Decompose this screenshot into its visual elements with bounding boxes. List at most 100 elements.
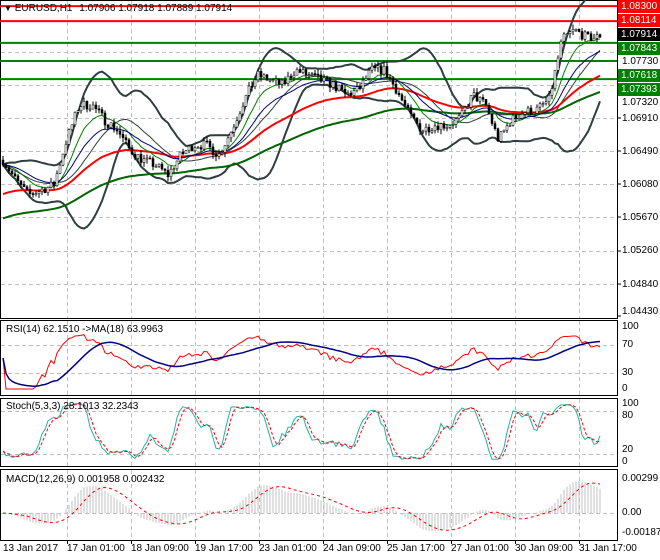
stoch-axis-0: 0: [622, 456, 628, 467]
macd-axis-zero: 0.00: [622, 507, 642, 518]
candle: [163, 168, 167, 171]
candle: [208, 140, 212, 148]
candle: [160, 163, 164, 170]
stoch-axis-100: 100: [622, 398, 639, 409]
candle: [238, 113, 242, 121]
candle: [520, 114, 524, 119]
candle: [415, 117, 419, 124]
candle: [13, 173, 17, 177]
candle: [580, 31, 584, 40]
rsi-axis-0: 0: [622, 383, 628, 394]
candle: [97, 108, 101, 111]
candle: [100, 109, 104, 114]
price-axis-label: 1.07320: [622, 97, 659, 108]
price-axis-label: 1.06490: [622, 146, 659, 157]
candle: [568, 31, 572, 34]
candle: [421, 130, 425, 133]
candle: [478, 97, 482, 102]
candle: [268, 79, 272, 82]
pane-frame: [0, 398, 618, 467]
macd-axis-top: 0.00299: [622, 473, 659, 484]
candle: [352, 90, 356, 96]
candle: [319, 74, 323, 82]
price-axis-label: 1.06910: [622, 113, 659, 124]
candle: [67, 129, 71, 145]
candle: [103, 112, 107, 126]
ma-fast-line: [2, 38, 601, 189]
pane-frame: [0, 0, 618, 319]
candle: [52, 181, 56, 187]
candle: [583, 31, 587, 40]
candle: [475, 92, 479, 102]
candle: [325, 77, 329, 79]
candle: [463, 107, 467, 111]
ma-long-line: [2, 91, 601, 220]
candle: [265, 74, 269, 81]
candle: [559, 40, 563, 59]
candle: [250, 85, 254, 88]
candle: [88, 108, 92, 111]
candle: [241, 106, 245, 115]
candle: [229, 132, 233, 139]
candle: [298, 69, 302, 73]
time-axis-label: 30 Jan 09:00: [515, 543, 573, 554]
pane-frame: [0, 469, 618, 541]
stoch-signal-line: [2, 403, 601, 460]
time-axis-label: 23 Jan 01:00: [259, 543, 317, 554]
time-axis-label: 27 Jan 01:00: [451, 543, 509, 554]
candle: [274, 78, 278, 81]
candle: [574, 28, 578, 31]
price-axis-label: 1.06080: [622, 179, 659, 190]
candle: [331, 81, 335, 88]
stoch-main-line: [2, 403, 601, 460]
candle: [292, 74, 296, 78]
candle: [577, 28, 581, 32]
candle: [547, 95, 551, 102]
ohlc-label: 1.07906 1.07918 1.07889 1.07914: [79, 3, 233, 14]
candle: [4, 164, 8, 168]
candle: [55, 173, 59, 187]
candle: [187, 145, 191, 151]
candle: [121, 134, 125, 138]
candle: [556, 57, 560, 71]
candle: [439, 123, 443, 130]
candle: [175, 160, 179, 169]
candle: [178, 151, 182, 162]
candle: [454, 118, 458, 125]
candle: [301, 69, 305, 73]
candle: [118, 130, 122, 135]
candle: [82, 101, 86, 107]
candle: [337, 84, 341, 92]
rsi-label: RSI(14) 62.1510 ->MA(18) 63.9963: [6, 324, 164, 335]
candle: [343, 88, 347, 94]
candle: [271, 79, 275, 81]
candle: [31, 193, 35, 195]
triangle-down-icon[interactable]: ▼: [4, 4, 12, 13]
candle: [112, 122, 116, 131]
candle: [217, 153, 221, 157]
candle: [124, 137, 128, 141]
price-axis-label: 1.07730: [622, 56, 659, 67]
candle: [220, 152, 224, 155]
time-axis-label: 17 Jan 01:00: [67, 543, 125, 554]
candle: [244, 95, 248, 107]
candle: [472, 92, 476, 96]
candle: [202, 140, 206, 150]
candle: [589, 33, 593, 41]
candle: [499, 131, 503, 142]
candle: [313, 73, 317, 75]
price-axis-label: 1.04430: [622, 306, 659, 317]
candle: [28, 188, 32, 194]
rsi-ma-line: [2, 340, 601, 387]
candle: [295, 69, 299, 76]
candle: [484, 99, 488, 106]
candle: [7, 167, 11, 172]
candle: [43, 188, 47, 193]
candle: [397, 92, 401, 95]
time-axis-label: 13 Jan 2017: [3, 543, 59, 554]
candle: [196, 147, 200, 149]
candle: [61, 153, 65, 166]
candle: [541, 103, 545, 105]
candle: [571, 29, 575, 33]
